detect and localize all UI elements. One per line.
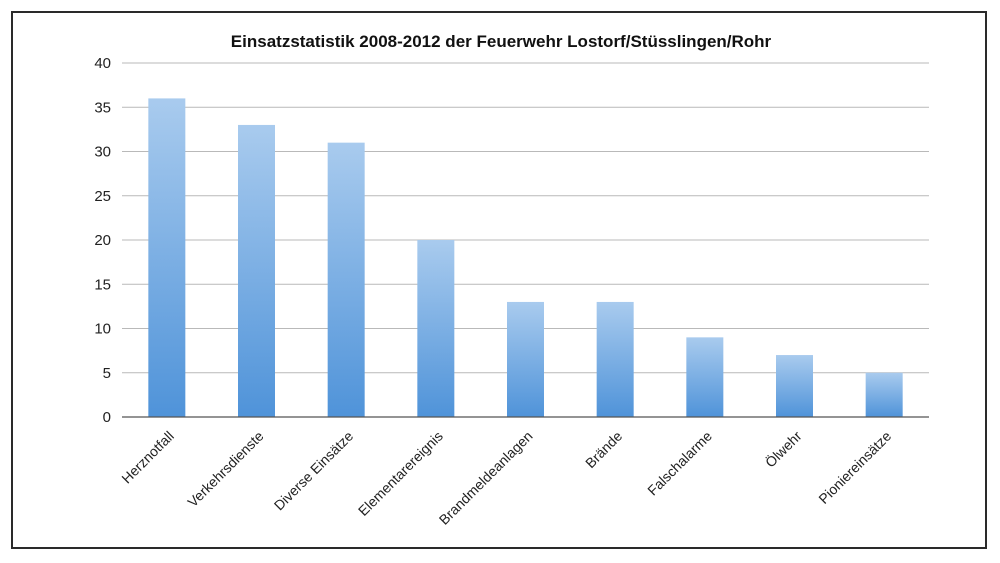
y-tick-label: 0: [103, 409, 111, 426]
x-category-label: Verkehrsdienste: [184, 428, 266, 510]
y-tick-label: 35: [94, 99, 111, 116]
bar-0: [148, 98, 186, 418]
y-tick-label: 10: [94, 321, 111, 338]
x-category-label: Diverse Einsätze: [271, 428, 357, 514]
bar-1: [238, 124, 275, 417]
y-tick-label: 25: [94, 188, 111, 205]
y-axis-ticks: 0 5 10 15 20 25 30 35 40: [94, 55, 111, 426]
x-category-label: Falschalarme: [644, 428, 715, 499]
y-tick-label: 40: [94, 55, 111, 72]
x-category-label: Brandmeldeanlagen: [436, 428, 536, 528]
x-category-label: Herznotfall: [118, 428, 177, 487]
bar-6: [686, 337, 724, 417]
bar-3: [417, 240, 455, 417]
bar-5: [596, 301, 634, 417]
bar-chart: Einsatzstatistik 2008-2012 der Feuerwehr…: [94, 32, 929, 528]
y-tick-label: 20: [94, 232, 111, 249]
x-category-label: Pioniereinsätze: [815, 428, 894, 507]
x-category-label: Elementarereignis: [355, 428, 446, 519]
x-category-label: Ölwehr: [761, 427, 805, 471]
y-tick-label: 5: [103, 365, 111, 382]
x-category-label: Brände: [582, 428, 625, 471]
x-axis-categories: Herznotfall Verkehrsdienste Diverse Einsät…: [118, 427, 894, 528]
chart-title: Einsatzstatistik 2008-2012 der Feuerwehr…: [231, 32, 772, 51]
chart-frame: Einsatzstatistik 2008-2012 der Feuerwehr…: [11, 11, 987, 549]
bar-2: [327, 142, 365, 417]
bar-4: [507, 301, 544, 417]
bar-7: [776, 355, 813, 417]
bars: [148, 98, 903, 418]
y-tick-label: 15: [94, 276, 111, 293]
bar-8: [865, 372, 903, 417]
y-tick-label: 30: [94, 144, 111, 161]
